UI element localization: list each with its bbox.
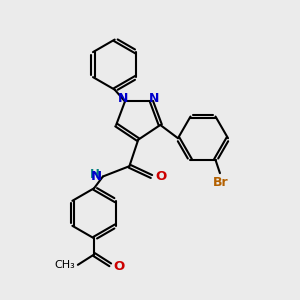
Text: Br: Br [213, 176, 228, 188]
Text: N: N [117, 92, 128, 105]
Text: N: N [148, 92, 159, 105]
Text: CH₃: CH₃ [55, 260, 76, 270]
Text: H: H [89, 168, 99, 181]
Text: O: O [155, 170, 166, 183]
Text: O: O [113, 260, 124, 273]
Text: N: N [91, 170, 102, 183]
